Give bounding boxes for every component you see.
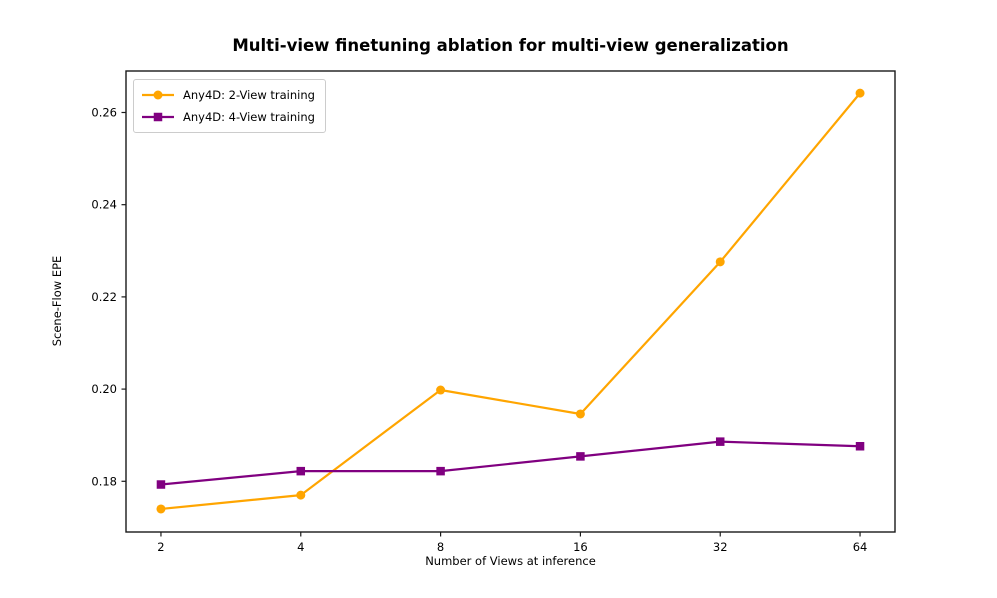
legend-entry-2view: Any4D: 2-View training xyxy=(141,84,315,106)
x-tick-label: 2 xyxy=(157,540,164,554)
series-marker-circle xyxy=(296,490,306,500)
series-marker-square xyxy=(296,466,306,476)
series-marker-square xyxy=(715,437,725,446)
x-tick-label: 64 xyxy=(853,540,868,554)
y-tick-label: 0.26 xyxy=(91,105,117,119)
legend-label-4view-training: Any4D: 4-View training xyxy=(183,110,315,124)
series-marker-circle xyxy=(156,504,166,514)
series-marker-square xyxy=(436,466,445,476)
x-tick-label: 4 xyxy=(297,540,304,554)
series-line-0 xyxy=(160,92,861,511)
series-marker-square xyxy=(576,452,585,461)
chart-title: Multi-view finetuning ablation for multi… xyxy=(232,36,789,55)
series-marker-circle xyxy=(715,257,725,267)
y-tick-label: 0.24 xyxy=(91,198,117,212)
legend-marker-circle xyxy=(153,90,163,100)
y-axis-label: Scene-Flow EPE xyxy=(50,255,64,347)
legend: Any4D: 2-View training Any4D: 4-View tra… xyxy=(133,79,326,133)
series-marker-circle xyxy=(436,385,446,395)
legend-entry-4view: Any4D: 4-View training xyxy=(141,106,315,128)
x-tick-label: 32 xyxy=(713,540,728,554)
series-marker-square xyxy=(156,480,166,489)
legend-marker-square xyxy=(153,112,163,122)
x-tick-label: 16 xyxy=(573,540,588,554)
series-marker-square xyxy=(855,442,865,451)
legend-label-2view-training: Any4D: 2-View training xyxy=(183,88,315,102)
y-tick-label: 0.20 xyxy=(91,382,117,396)
series-marker-circle xyxy=(575,409,585,419)
series-line-1 xyxy=(160,440,861,486)
x-axis-label: Number of Views at inference xyxy=(425,554,596,568)
series-marker-circle xyxy=(855,88,865,98)
legend-swatch-4view-training xyxy=(142,112,174,122)
y-tick-label: 0.22 xyxy=(91,290,117,304)
axes-frame xyxy=(125,70,896,533)
x-tick-label: 8 xyxy=(437,540,444,554)
legend-swatch-2view-training xyxy=(142,90,174,100)
y-tick-label: 0.18 xyxy=(91,474,117,488)
